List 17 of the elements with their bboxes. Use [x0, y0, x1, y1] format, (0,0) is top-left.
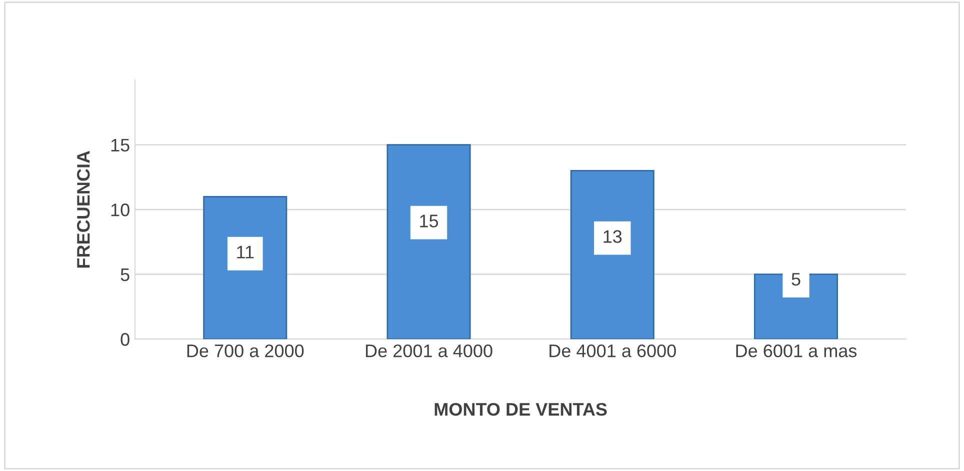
- y-tick-label: 10: [111, 204, 130, 216]
- x-tick-label: De 700 a 2000: [187, 344, 304, 358]
- bar: [386, 144, 471, 340]
- x-tick-label: De 6001 a mas: [736, 344, 857, 358]
- bar: [570, 170, 654, 340]
- y-tick-label: 5: [120, 268, 130, 282]
- x-axis-title: MONTO DE VENTAS: [434, 402, 607, 416]
- data-label: 11: [237, 246, 254, 258]
- x-tick-label: De 4001 a 6000: [550, 344, 676, 358]
- bar: [203, 196, 288, 340]
- data-label: 13: [604, 230, 622, 243]
- y-tick-label: 0: [120, 333, 130, 346]
- y-axis-title: FRECUENCIA: [76, 150, 90, 268]
- x-tick-label: De 2001 a 4000: [366, 344, 492, 358]
- y-tick-label: 15: [111, 138, 130, 152]
- data-label: 5: [792, 273, 800, 286]
- data-label: 15: [420, 214, 438, 228]
